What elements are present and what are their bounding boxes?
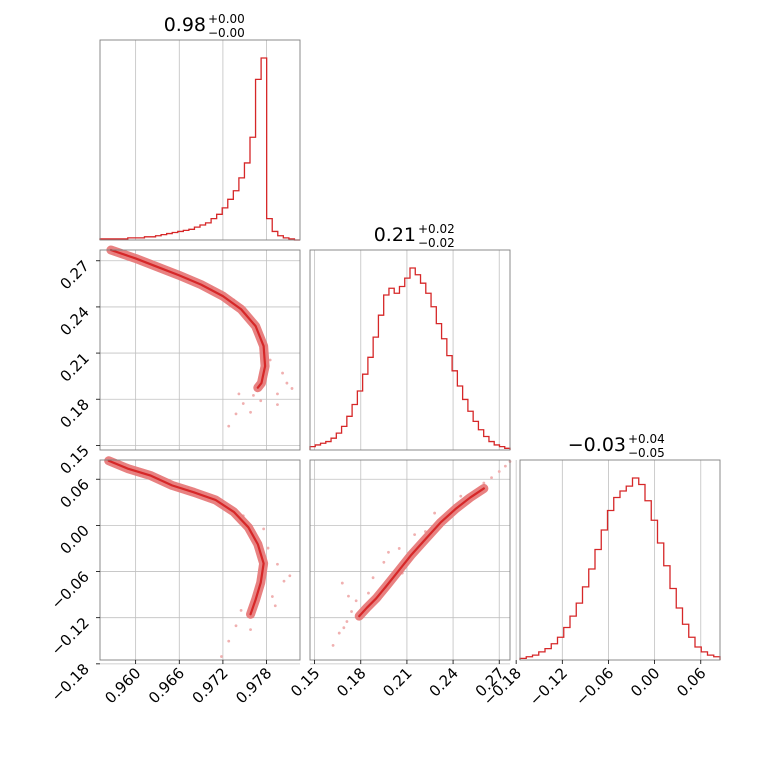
grid-layer	[100, 40, 702, 665]
pair-1-2-point-14	[433, 511, 437, 515]
title-value-1: 0.21	[374, 224, 416, 246]
ytick-label-2-4: 0.06	[56, 475, 92, 511]
pair-0-2-point-18	[249, 628, 252, 632]
pair-0-2-point-11	[270, 595, 274, 598]
pair-0-1-point-17	[234, 412, 238, 416]
ytick-label-2-1: −0.12	[48, 614, 93, 659]
title-plus-2: +0.04	[628, 432, 665, 446]
title-plus-1: +0.02	[418, 222, 455, 236]
pair-0-1-point-16	[241, 402, 245, 405]
pair-1-2-point-4	[350, 610, 353, 613]
pair-0-1-point-11	[268, 358, 272, 362]
title-minus-0: −0.00	[208, 26, 245, 40]
pair-1-2-point-18	[497, 470, 501, 473]
pair-1-2-point-7	[340, 581, 344, 585]
ytick-label-1-0: 0.15	[56, 441, 92, 477]
pair-1-2-point-5	[354, 599, 358, 603]
histogram-1	[309, 267, 511, 450]
pair-0-2-point-15	[220, 655, 223, 658]
frame-layer	[99, 39, 721, 661]
ytick-label-2-0: −0.18	[48, 660, 93, 705]
title-value-2: −0.03	[568, 434, 626, 456]
title-value-0: 0.98	[164, 14, 206, 36]
title-minus-2: −0.05	[628, 446, 665, 460]
xtick-label-0-0: 0.960	[101, 664, 144, 707]
hist-0-frame	[99, 39, 301, 241]
xtick-label-1-2: 0.21	[379, 664, 415, 700]
xtick-label-1-1: 0.18	[333, 664, 369, 700]
pair-1-2-point-11	[397, 547, 401, 550]
pair-0-1-point-13	[285, 381, 289, 385]
ytick-label-1-3: 0.24	[56, 303, 92, 339]
pair-1-2-point-2	[342, 626, 346, 630]
pair-0-2-point-16	[273, 604, 277, 608]
pair-1-2-point-10	[382, 560, 386, 564]
pair-0-1-density-fill	[106, 245, 270, 393]
pair-0-1-point-20	[290, 387, 294, 390]
xtick-label-1-3: 0.24	[426, 664, 462, 700]
pair-0-2-frame	[99, 459, 301, 661]
pair-1-2-point-9	[371, 576, 375, 580]
pair-0-2-point-10	[282, 579, 286, 583]
pair-0-1-point-18	[227, 424, 231, 428]
xtick-label-0-1: 0.966	[145, 664, 188, 707]
ytick-label-2-2: −0.06	[48, 568, 93, 613]
data-layer	[99, 57, 721, 660]
pair-0-1-density-outer	[106, 245, 270, 393]
pair-1-2-density-contour	[358, 487, 485, 618]
pair-1-2-point-3	[345, 620, 349, 623]
xtick-label-2-3: 0.00	[627, 664, 663, 700]
ytick-label-1-1: 0.18	[56, 395, 92, 431]
pair-1-2-point-17	[490, 476, 493, 480]
ytick-label-1-4: 0.27	[56, 257, 92, 293]
pair-1-2-point-0	[331, 643, 335, 647]
ytick-label-1-2: 0.21	[56, 349, 92, 385]
pair-0-1-density-contour	[109, 248, 267, 389]
hist-1-frame	[309, 249, 511, 451]
pair-1-2-point-13	[413, 533, 417, 537]
title-minus-1: −0.02	[418, 236, 455, 250]
hist-2-frame	[519, 459, 721, 661]
pair-0-1-point-22	[237, 392, 241, 396]
title-plus-0: +0.00	[208, 12, 245, 26]
pair-1-2-point-1	[337, 631, 341, 635]
histogram-0	[99, 57, 300, 241]
xtick-label-1-0: 0.15	[287, 664, 323, 700]
pair-0-2-density-contour	[107, 459, 265, 616]
pair-0-2-point-13	[234, 624, 238, 628]
pair-0-1-point-21	[259, 399, 263, 403]
xtick-label-2-2: −0.06	[572, 664, 617, 709]
ytick-label-2-3: 0.00	[56, 521, 92, 557]
pair-0-1-point-14	[276, 392, 279, 396]
pair-1-2-point-12	[387, 550, 390, 554]
pair-0-2-point-8	[266, 546, 270, 550]
pair-1-2-point-6	[347, 594, 350, 598]
pair-0-1-point-15	[252, 393, 255, 397]
pair-1-2-point-15	[459, 494, 463, 498]
pair-0-1-point-19	[276, 403, 279, 407]
pair-0-2-density-fill	[104, 456, 269, 619]
text-layer: 0.960 0.966 0.972 0.978 0.15 0.18 0.21 0.24 0.27…	[48, 12, 710, 709]
pair-0-1-point-23	[249, 410, 252, 414]
pair-1-2-point-8	[367, 591, 370, 595]
pair-0-1-frame	[99, 249, 301, 451]
pair-1-2-point-19	[503, 464, 507, 468]
pair-0-2-density-outer	[104, 456, 269, 619]
histogram-2	[519, 477, 721, 660]
pair-1-2-frame	[309, 459, 511, 661]
pair-1-2-point-16	[482, 481, 486, 485]
xtick-label-0-3: 0.978	[232, 664, 275, 707]
xtick-label-0-2: 0.972	[189, 664, 232, 707]
pair-0-2-point-14	[227, 639, 231, 643]
pair-0-2-point-17	[288, 574, 292, 578]
xtick-label-2-1: −0.12	[526, 664, 571, 709]
pair-0-2-point-19	[262, 527, 266, 531]
pair-0-2-point-12	[239, 608, 243, 612]
pair-0-2-point-9	[276, 562, 279, 566]
xtick-label-2-4: 0.06	[673, 664, 709, 700]
pair-0-1-point-12	[281, 371, 284, 375]
tick-layer	[96, 260, 702, 665]
